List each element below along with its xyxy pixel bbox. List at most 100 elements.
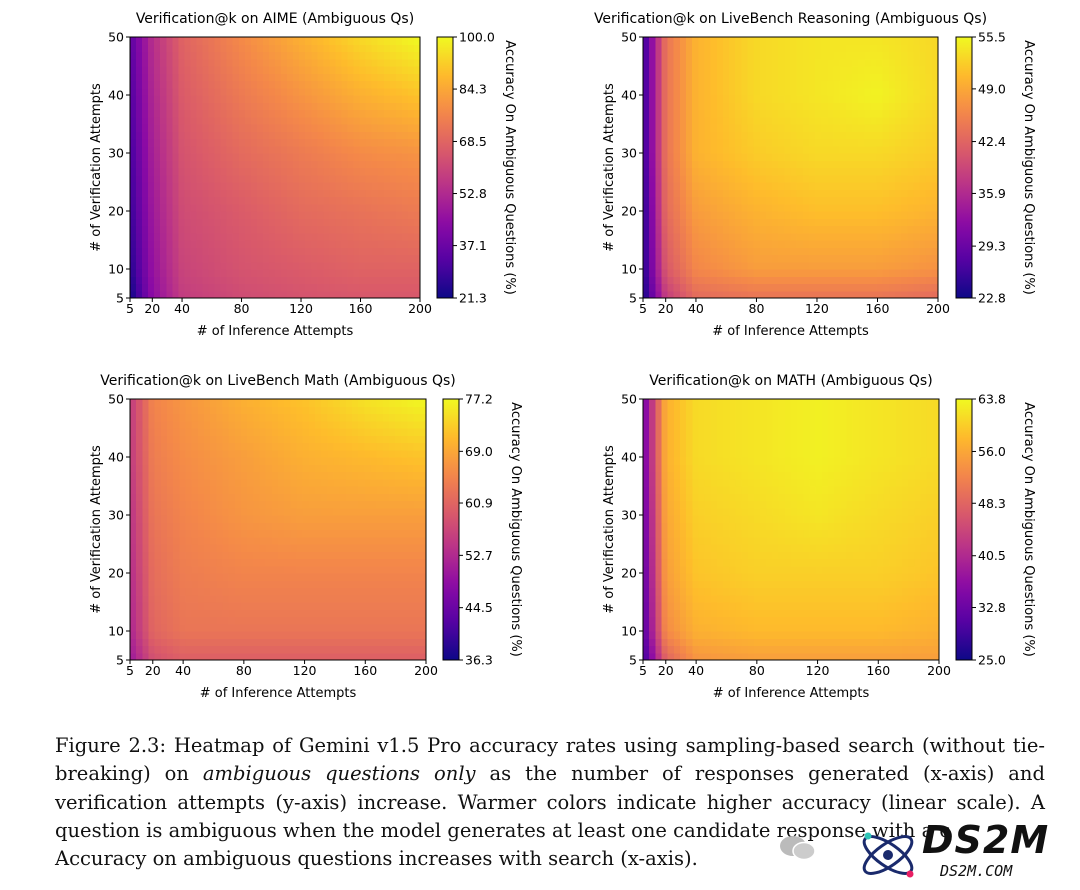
heatmap-cell [160,51,167,60]
heatmap-cell [649,131,656,140]
heatmap-cell [413,645,421,654]
plot-frame [642,36,939,299]
heatmap-cell [311,58,318,67]
heatmap-cell [401,153,409,161]
heatmap-cell [339,493,347,502]
heatmap-cell [827,167,835,176]
heatmap-cell [716,95,724,103]
heatmap-cell [371,196,379,205]
heatmap-cell [655,95,663,103]
heatmap-cell [802,66,810,74]
heatmap-cell [353,37,361,45]
heatmap-cell [790,51,798,60]
heatmap-cell [772,254,779,263]
heatmap-cell [858,116,865,125]
heatmap-cell [649,58,656,67]
heatmap-cell [833,203,841,212]
heatmap-cell [383,80,391,89]
heatmap-cell [136,500,143,509]
heatmap-cell [413,153,421,161]
heatmap-cell [729,124,736,132]
heatmap-cell [839,87,847,96]
heatmap-cell [765,124,773,132]
heatmap-cell [778,95,785,103]
heatmap-cell [167,594,174,603]
heatmap-cell [808,87,816,96]
heatmap-cell [649,124,656,132]
heatmap-cell [407,616,415,625]
heatmap-cell [253,551,261,560]
heatmap-cell [371,66,379,74]
heatmap-cell [238,218,246,227]
heatmap-cell [413,189,421,198]
heatmap-cell [299,218,306,227]
heatmap-cell [401,58,409,67]
heatmap-cell [753,73,761,82]
heatmap-cell [308,529,316,538]
heatmap-cell [772,167,779,176]
heatmap-cell [253,580,261,589]
heatmap-cell [220,80,228,89]
heatmap-cell [241,536,248,545]
heatmap-cell [142,493,150,502]
heatmap-cell [293,66,300,74]
heatmap-cell [299,131,306,140]
heatmap-cell [202,261,210,270]
heatmap-cell [710,196,718,205]
heatmap-cell [389,507,396,516]
heatmap-cell [679,73,687,82]
heatmap-cell [250,124,258,132]
heatmap-cell [256,153,264,161]
heatmap-cell [876,124,884,132]
heatmap-cell [136,602,143,610]
heatmap-cell [401,116,409,125]
heatmap-cell [302,623,310,632]
heatmap-cell [808,116,816,125]
heatmap-cell [130,66,137,74]
heatmap-cell [281,66,288,74]
heatmap-cell [308,507,316,516]
heatmap-cell [383,218,391,227]
y-tick-label: 10 [621,262,637,277]
heatmap-cell [729,211,736,219]
heatmap-cell [395,225,403,234]
heatmap-cell [407,565,415,574]
heatmap-cell [202,116,210,125]
heatmap-cell [204,558,211,567]
heatmap-cell [352,580,359,589]
heatmap-cell [244,211,252,219]
heatmap-cell [753,269,761,277]
heatmap-cell [661,44,669,53]
heatmap-cell [413,269,421,277]
heatmap-cell [305,95,312,103]
heatmap-cell [173,594,180,603]
heatmap-cell [196,95,204,103]
heatmap-cell [329,218,337,227]
heatmap-cell [907,73,915,82]
heatmap-cell [136,558,143,567]
heatmap-cell [643,37,650,45]
heatmap-cell [197,515,205,523]
heatmap-cell [821,73,828,82]
heatmap-cell [661,37,669,45]
heatmap-cell [796,182,804,190]
heatmap-cell [244,174,252,183]
heatmap-cell [901,182,908,190]
heatmap-cell [256,37,264,45]
heatmap-cell [299,160,306,169]
heatmap-cell [172,58,179,67]
heatmap-cell [778,196,785,205]
heatmap-cell [271,515,279,523]
heatmap-cell [293,269,300,277]
heatmap-cell [321,631,328,639]
heatmap-cell [858,240,865,248]
heatmap-cell [851,218,859,227]
heatmap-cell [256,269,264,277]
heatmap-cell [729,102,736,111]
heatmap-cell [359,290,367,299]
heatmap-cell [655,254,663,263]
heatmap-cell [197,544,205,552]
heatmap-cell [275,73,282,82]
heatmap-cell [259,544,267,552]
heatmap-cell [262,283,270,292]
